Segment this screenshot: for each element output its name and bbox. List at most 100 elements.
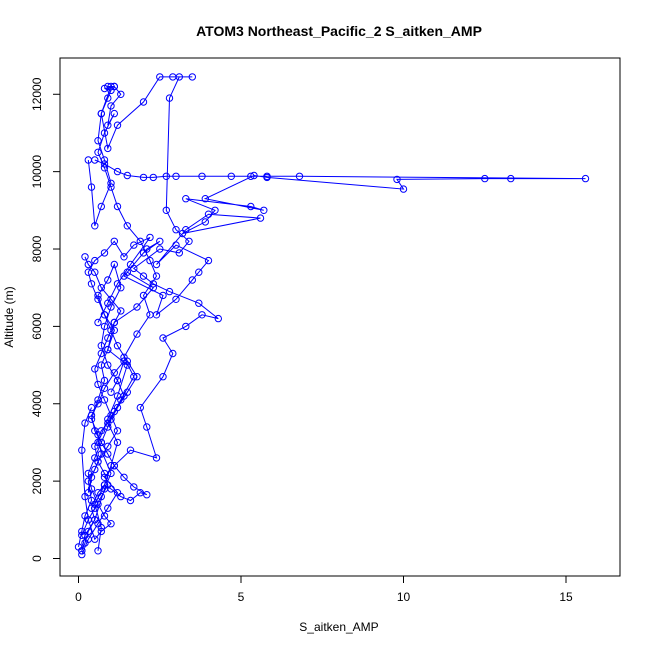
data-point: [139, 272, 148, 280]
data-point: [120, 253, 128, 261]
data-point: [113, 403, 122, 412]
data-point: [113, 427, 122, 435]
data-point: [143, 423, 151, 431]
data-point: [227, 172, 236, 181]
data-point: [133, 330, 141, 338]
data-point: [104, 144, 112, 153]
data-point: [97, 202, 106, 211]
data-point: [94, 148, 102, 157]
y-tick-label: 4000: [30, 390, 44, 417]
data-point: [100, 481, 109, 489]
data-point: [104, 94, 112, 102]
data-point: [295, 172, 304, 181]
y-axis-label: Altitude (m): [2, 286, 16, 347]
data-point: [139, 173, 148, 182]
data-point: [107, 485, 115, 493]
x-tick-label: 15: [559, 590, 573, 604]
data-point: [97, 284, 106, 292]
x-tick-label: 10: [397, 590, 411, 604]
data-point: [198, 311, 206, 319]
data-point: [100, 322, 109, 331]
data-point: [126, 446, 135, 454]
data-point: [100, 469, 109, 478]
data-point: [117, 307, 125, 315]
data-point: [204, 210, 213, 218]
series-line: [81, 360, 148, 551]
data-point: [104, 121, 112, 129]
data-point: [507, 174, 515, 183]
data-point: [172, 226, 180, 234]
data-point: [123, 171, 132, 180]
y-tick-label: 6000: [30, 313, 44, 340]
data-point: [87, 473, 96, 481]
y-axis: 0 2000 4000 6000 8000 10000 12000: [30, 77, 61, 562]
series-7: [81, 253, 125, 497]
data-point: [195, 268, 203, 276]
data-point: [247, 172, 255, 181]
series-3: [84, 82, 161, 555]
data-point: [159, 291, 167, 300]
data-point: [87, 403, 96, 412]
data-point: [185, 237, 193, 246]
data-point: [214, 314, 223, 323]
data-point: [84, 156, 93, 164]
data-point: [104, 442, 112, 450]
data-point: [169, 349, 177, 358]
data-point: [172, 295, 180, 303]
data-point: [182, 322, 190, 331]
data-point: [94, 489, 102, 497]
data-point: [107, 326, 115, 334]
data-point: [133, 303, 141, 311]
data-point: [136, 489, 145, 497]
data-point: [81, 253, 89, 261]
series-line: [78, 262, 125, 548]
data-point: [175, 249, 184, 257]
data-point: [156, 245, 164, 253]
data-point: [169, 73, 177, 81]
data-point: [139, 98, 148, 106]
data-point: [188, 73, 197, 81]
data-point: [100, 396, 109, 404]
data-point: [133, 373, 141, 381]
data-point: [104, 276, 112, 284]
data-point: [201, 195, 210, 203]
data-point: [581, 174, 590, 183]
data-point: [107, 295, 115, 303]
data-point: [146, 311, 154, 319]
series-line: [87, 85, 158, 551]
data-point: [107, 411, 115, 420]
data-point: [100, 249, 109, 257]
data-point: [97, 438, 106, 447]
data-point: [104, 361, 112, 369]
series-6: [78, 357, 151, 555]
data-point: [188, 276, 197, 284]
data-point: [113, 121, 122, 129]
data-point: [100, 164, 109, 172]
data-point: [152, 260, 161, 269]
data-point: [172, 172, 180, 181]
data-point: [120, 272, 128, 280]
series-line: [81, 76, 219, 555]
data-point: [204, 256, 213, 265]
y-tick-label: 10000: [30, 155, 44, 189]
data-point: [94, 137, 102, 145]
data-point: [256, 214, 265, 222]
series-1: [78, 156, 590, 555]
data-point: [100, 156, 109, 164]
y-tick-label: 8000: [30, 235, 44, 262]
data-point: [91, 365, 99, 373]
data-point: [201, 218, 210, 226]
data-point: [107, 388, 115, 396]
data-point: [110, 369, 119, 377]
data-point: [178, 229, 187, 238]
plot-area: [59, 57, 621, 577]
data-point: [78, 547, 86, 555]
data-point: [91, 442, 99, 450]
data-point: [91, 465, 99, 474]
x-tick-label: 5: [238, 590, 245, 604]
data-point: [126, 260, 135, 269]
y-tick-label: 2000: [30, 467, 44, 494]
data-point: [156, 237, 164, 246]
data-point: [146, 233, 154, 242]
